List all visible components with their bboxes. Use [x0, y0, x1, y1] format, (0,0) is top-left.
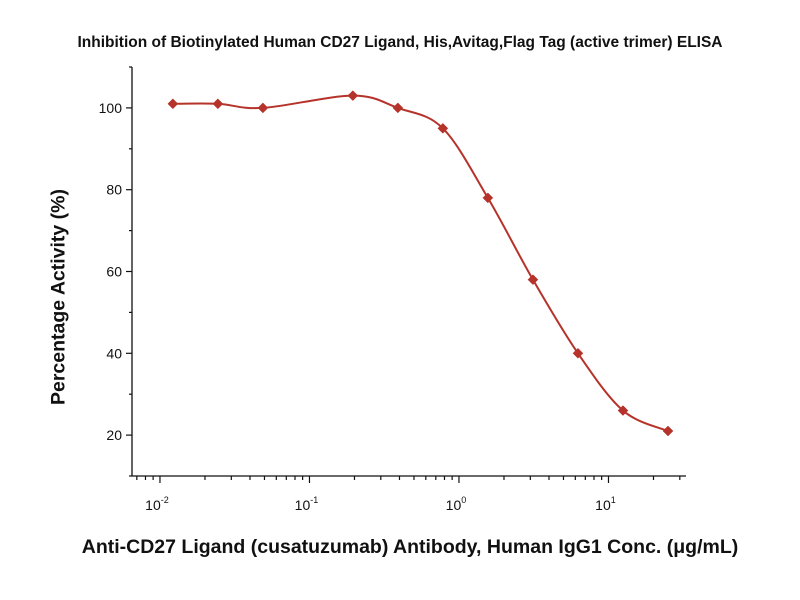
data-point-diamond: [572, 347, 584, 359]
y-tick-label: 80: [106, 182, 122, 198]
data-point-diamond: [257, 102, 269, 114]
y-axis-label: Percentage Activity (%): [47, 188, 70, 406]
y-tick-label: 60: [106, 264, 122, 280]
x-axis-label: Anti-CD27 Ligand (cusatuzumab) Antibody,…: [81, 536, 739, 558]
data-point-diamond: [167, 98, 179, 110]
data-point-diamond: [392, 102, 404, 114]
x-tick-label: 10-2: [145, 495, 169, 513]
data-point-diamond: [212, 98, 224, 110]
x-tick-label: 100: [446, 495, 467, 513]
x-tick-label: 10-1: [295, 495, 319, 513]
data-point-diamond: [347, 90, 359, 101]
data-point-diamond: [527, 274, 539, 286]
x-tick-label: 101: [595, 495, 616, 513]
data-point-diamond: [662, 425, 674, 437]
axes: [131, 67, 686, 477]
y-tick-label: 40: [106, 345, 122, 361]
chart-title: Inhibition of Biotinylated Human CD27 Li…: [77, 34, 723, 51]
series-group: [167, 90, 674, 437]
y-tick-label: 100: [99, 100, 123, 116]
ticks: 20 40 60 80 100 10-2 10-1 100 101: [99, 66, 681, 513]
data-point-diamond: [482, 192, 494, 204]
series-line: [172, 94, 669, 432]
data-point-diamond: [437, 122, 449, 134]
data-point-diamond: [617, 405, 629, 416]
y-tick-label: 20: [106, 427, 122, 443]
